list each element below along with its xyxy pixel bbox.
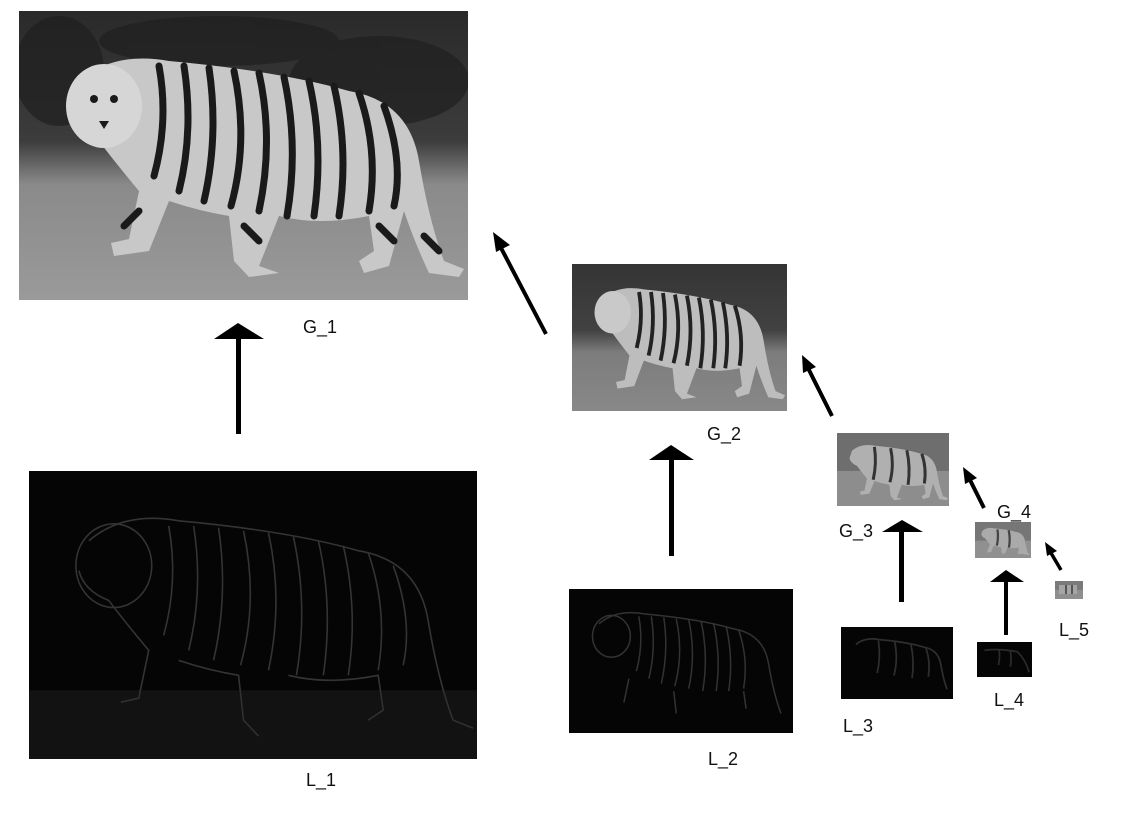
up-arrow-l3-g3: [882, 520, 923, 602]
diag-arrow-g2-g1: [493, 232, 548, 335]
gaussian-image-g1: [19, 11, 468, 300]
label-g1: G_1: [303, 317, 338, 337]
up-arrow-l4-g4: [990, 570, 1024, 635]
label-l4: L_4: [994, 690, 1025, 710]
up-arrow-l2-g2: [649, 445, 694, 556]
label-g4: G_4: [997, 502, 1032, 522]
laplacian-image-l3: [841, 627, 953, 699]
diag-arrow-g3-g2: [802, 355, 834, 417]
label-l2: L_2: [708, 749, 739, 769]
gaussian-image-g3: [837, 433, 949, 506]
gaussian-image-g2: [572, 264, 787, 411]
up-arrow-l1-g1: [214, 323, 264, 434]
label-g2: G_2: [707, 424, 742, 444]
laplacian-image-l2: [569, 589, 793, 733]
laplacian-image-l4: [977, 642, 1032, 677]
diag-arrow-l5-g4: [1045, 542, 1063, 571]
laplacian-image-l1: [29, 471, 477, 759]
label-l3: L_3: [843, 716, 874, 736]
gaussian-image-g4: [975, 522, 1031, 558]
diag-arrow-g4-g3: [963, 467, 986, 509]
label-g3: G_3: [839, 521, 874, 541]
label-l1: L_1: [306, 770, 337, 790]
label-l5: L_5: [1059, 620, 1090, 640]
laplacian-image-l5: [1055, 581, 1083, 599]
